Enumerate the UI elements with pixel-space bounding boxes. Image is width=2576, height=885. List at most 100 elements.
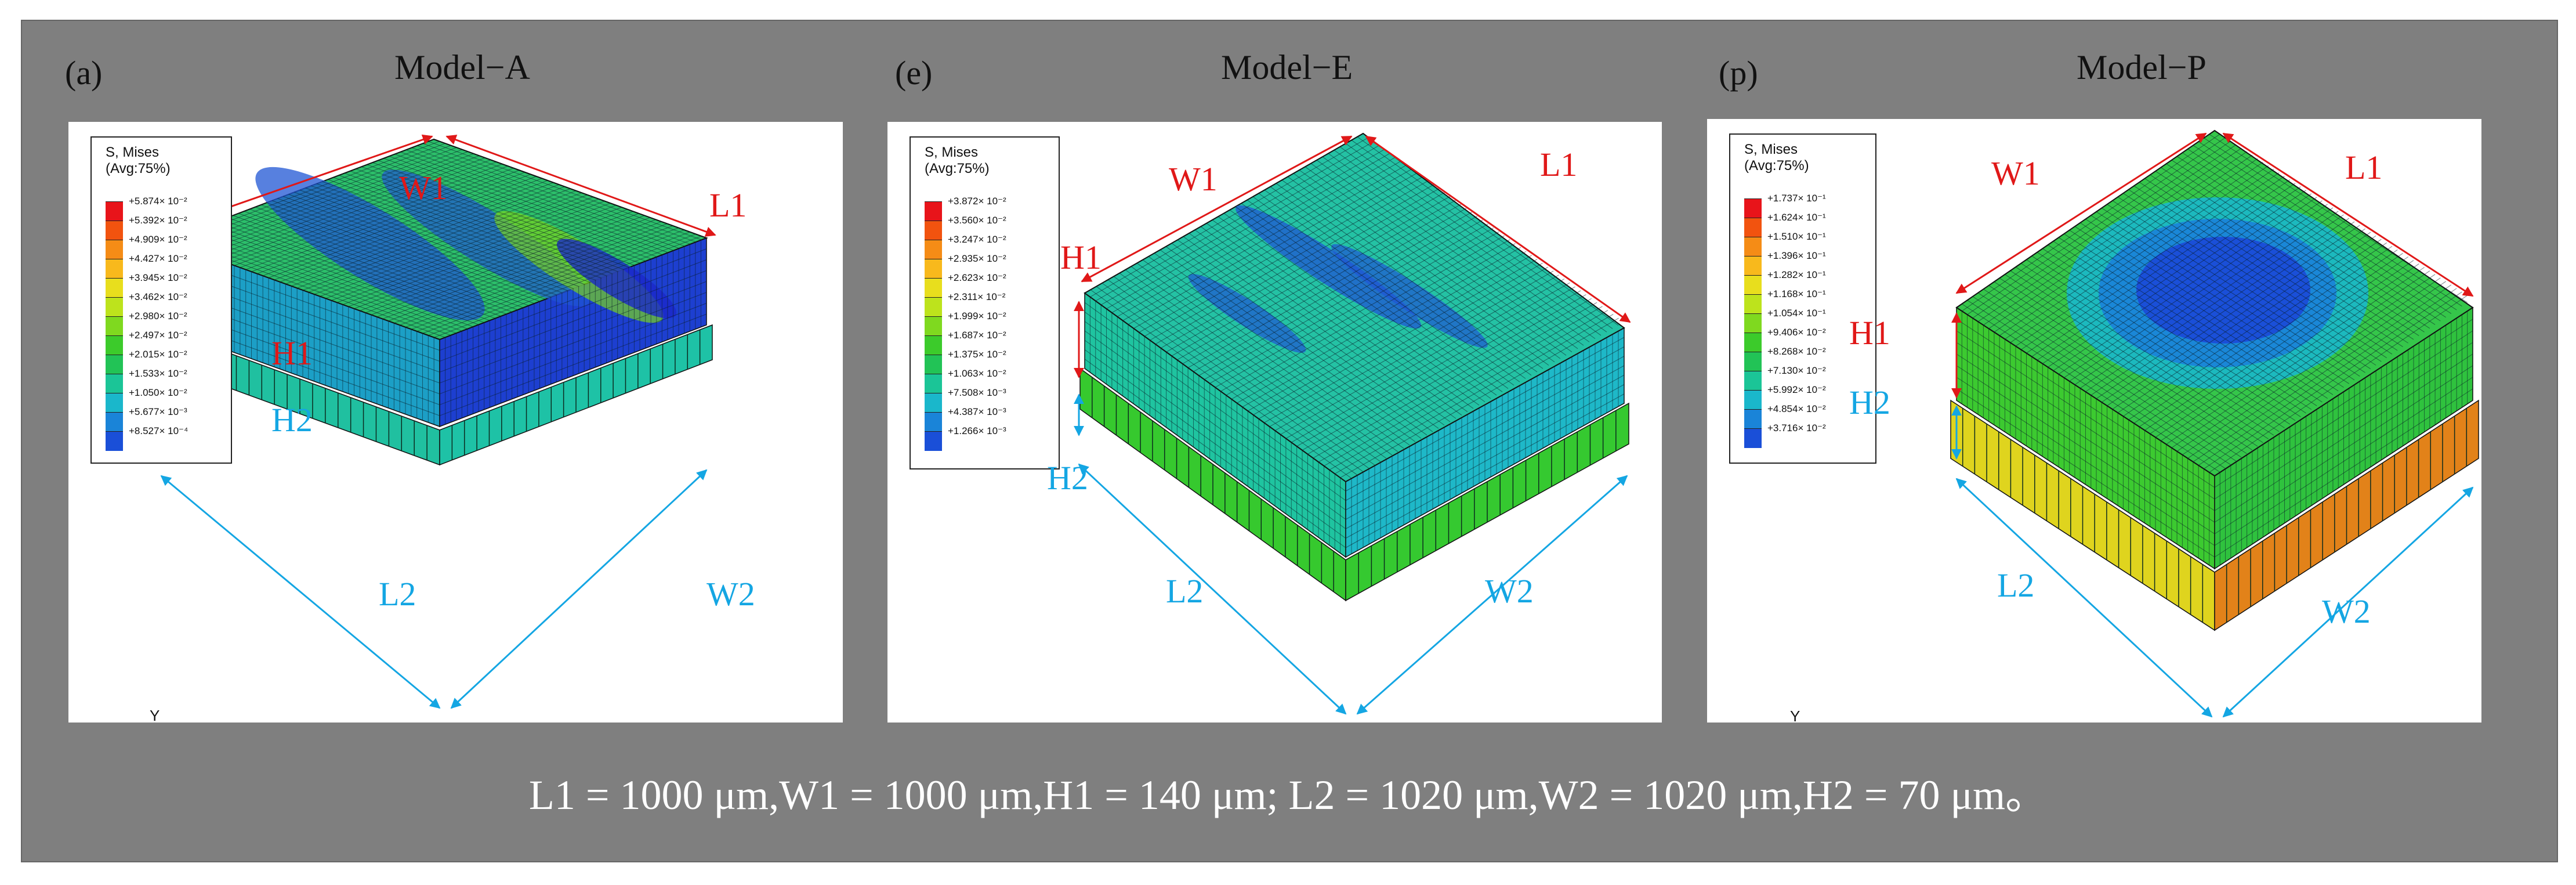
legend-swatch (106, 316, 123, 336)
legend-swatch (106, 335, 123, 355)
panel-a-title: Model−A (394, 48, 530, 86)
legend-swatch (925, 412, 942, 432)
mesh-line (2187, 281, 2446, 459)
mesh-line (416, 229, 685, 332)
legend-value: +3.560× 10⁻² (948, 215, 1006, 226)
dimension-arrow (1955, 132, 2207, 294)
legend-value: +2.311× 10⁻² (948, 291, 1006, 302)
dimension-arrow (450, 469, 708, 709)
mesh-line (428, 233, 697, 336)
legend-value: +1.168× 10⁻¹ (1767, 288, 1826, 299)
panel-e-label-h2: H2 (1047, 459, 1088, 497)
legend-value: +1.050× 10⁻² (129, 387, 187, 398)
legend-value: +5.392× 10⁻² (129, 215, 187, 226)
legend-swatch (106, 412, 123, 432)
legend-swatch (1744, 256, 1762, 276)
panel-a-label-l1: L1 (709, 186, 747, 224)
legend-value: +1.063× 10⁻² (948, 368, 1006, 379)
mesh-line (1345, 346, 1625, 501)
legend-value: +4.854× 10⁻² (1767, 403, 1826, 414)
legend-subtitle: (Avg:75%) (1744, 158, 1809, 174)
legend-value: +4.427× 10⁻² (129, 253, 187, 264)
legend-subtitle: (Avg:75%) (106, 161, 171, 176)
dimension-arrow (1078, 463, 1347, 715)
mesh-line (399, 223, 668, 326)
mesh-line (2214, 319, 2473, 488)
legend-swatch (1744, 371, 1762, 391)
legend-value: +4.909× 10⁻² (129, 234, 187, 245)
mesh-line (422, 231, 691, 334)
panel-a-stress-plot: S, Mises (Avg:75%) +5.874× 10⁻² +5.392× 1… (68, 122, 843, 723)
mesh-line (2198, 288, 2457, 466)
legend-swatch (1744, 198, 1762, 218)
panel-a-label-l2: L2 (379, 575, 416, 613)
legend-value: +1.054× 10⁻¹ (1767, 308, 1826, 319)
panel-e-label-w2: W2 (1485, 572, 1534, 610)
legend-value: +5.874× 10⁻² (129, 196, 187, 207)
legend-value: +2.980× 10⁻² (129, 310, 187, 322)
dimension-arrow (2222, 132, 2474, 297)
legend-value: +7.508× 10⁻³ (948, 387, 1006, 398)
mesh-line (439, 313, 707, 416)
legend-swatch (106, 201, 123, 221)
legend-value: +3.247× 10⁻² (948, 234, 1006, 245)
panel-p-label-w2: W2 (2322, 593, 2371, 630)
legend-swatch (106, 278, 123, 298)
stress-contour (1188, 274, 1306, 353)
legend-title: S, Mises (106, 145, 160, 160)
panel-a-legend: S, Mises (Avg:75%) +5.874× 10⁻² +5.392× 1… (90, 136, 232, 464)
panel-p-label-l2: L2 (1997, 566, 2035, 604)
panel-a-label-w1: W1 (399, 169, 448, 207)
legend-swatch (1744, 333, 1762, 352)
dimension-arrow (1356, 475, 1628, 715)
legend-swatch (1744, 275, 1762, 295)
legend-title: S, Mises (925, 145, 979, 160)
mesh-line (2214, 330, 2473, 500)
legend-value: +1.282× 10⁻¹ (1767, 269, 1826, 280)
legend-value: +1.737× 10⁻¹ (1767, 193, 1826, 204)
legend-value: +1.999× 10⁻² (948, 310, 1006, 322)
mesh-line (2182, 277, 2441, 456)
legend-value: +1.396× 10⁻¹ (1767, 250, 1826, 261)
mesh-line (1956, 330, 2215, 500)
legend-value: +3.945× 10⁻² (129, 272, 187, 283)
mesh-line (439, 292, 707, 395)
dimension-arrow (1081, 135, 1353, 283)
legend-value: +1.533× 10⁻² (129, 368, 187, 379)
legend-value: +2.623× 10⁻² (948, 272, 1006, 283)
legend-title: S, Mises (1744, 142, 1798, 157)
legend-value: +7.130× 10⁻² (1767, 365, 1826, 376)
legend-swatch (925, 431, 942, 451)
legend-swatch (925, 201, 942, 221)
mesh-line (1313, 298, 1592, 458)
legend-value: +1.510× 10⁻¹ (1767, 231, 1826, 242)
panel-e-letter: (e) (895, 54, 933, 92)
panel-p-legend: S, Mises (Avg:75%) +1.737× 10⁻¹ +1.624× 1… (1729, 133, 1876, 464)
legend-swatch (925, 259, 942, 279)
dimension-arrow (445, 135, 716, 237)
legend-swatch (106, 431, 123, 451)
legend-value: +1.375× 10⁻² (948, 349, 1006, 360)
mesh-line (439, 303, 707, 405)
legend-value: +2.935× 10⁻² (948, 253, 1006, 264)
mesh-line (1329, 310, 1608, 471)
panel-p-label-l1: L1 (2345, 149, 2383, 186)
legend-swatch (1744, 428, 1762, 448)
panel-a-label-h2: H2 (271, 401, 313, 439)
legend-swatch (106, 221, 123, 240)
legend-value: +3.462× 10⁻² (129, 291, 187, 302)
legend-value: +1.624× 10⁻¹ (1767, 212, 1826, 223)
legend-value: +1.687× 10⁻² (948, 330, 1006, 341)
legend-value: +2.015× 10⁻² (129, 349, 187, 360)
legend-value: +9.406× 10⁻² (1767, 327, 1826, 338)
mesh-line (439, 270, 707, 373)
mesh-line (2209, 295, 2468, 473)
legend-value: +5.992× 10⁻² (1767, 384, 1826, 395)
panel-e-title: Model−E (1221, 48, 1353, 86)
mesh-line (439, 281, 707, 384)
mesh-line (1335, 314, 1614, 474)
mesh-line (394, 221, 662, 324)
dimension-arrow (1365, 135, 1631, 323)
panel-p-mesh-render (1950, 129, 2479, 718)
dimension-arrow (1955, 478, 2213, 718)
